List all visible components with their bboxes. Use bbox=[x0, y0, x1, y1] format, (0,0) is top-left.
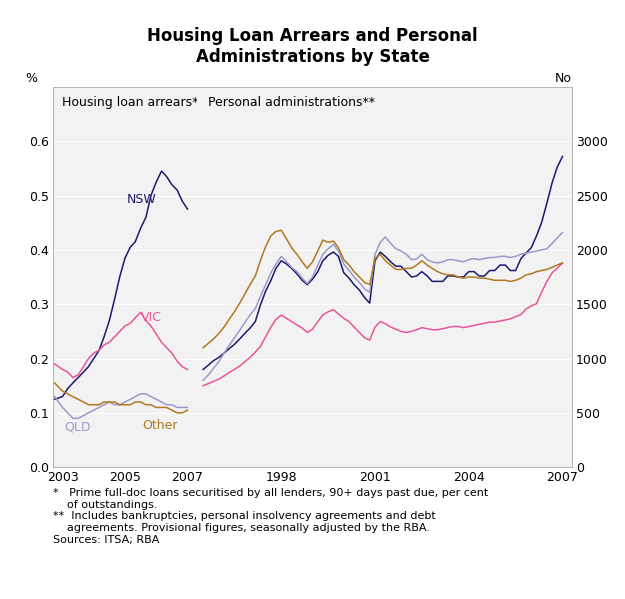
Text: VIC: VIC bbox=[141, 311, 161, 324]
Text: *   Prime full-doc loans securitised by all lenders, 90+ days past due, per cent: * Prime full-doc loans securitised by al… bbox=[53, 488, 488, 544]
Text: Housing loan arrears*: Housing loan arrears* bbox=[62, 96, 198, 110]
Text: QLD: QLD bbox=[64, 420, 91, 434]
Text: %: % bbox=[25, 72, 37, 85]
Text: No: No bbox=[555, 72, 572, 85]
Text: Housing Loan Arrears and Personal
Administrations by State: Housing Loan Arrears and Personal Admini… bbox=[148, 27, 478, 66]
Text: Personal administrations**: Personal administrations** bbox=[208, 96, 375, 110]
Text: Other: Other bbox=[142, 419, 177, 432]
Text: NSW: NSW bbox=[127, 193, 156, 207]
